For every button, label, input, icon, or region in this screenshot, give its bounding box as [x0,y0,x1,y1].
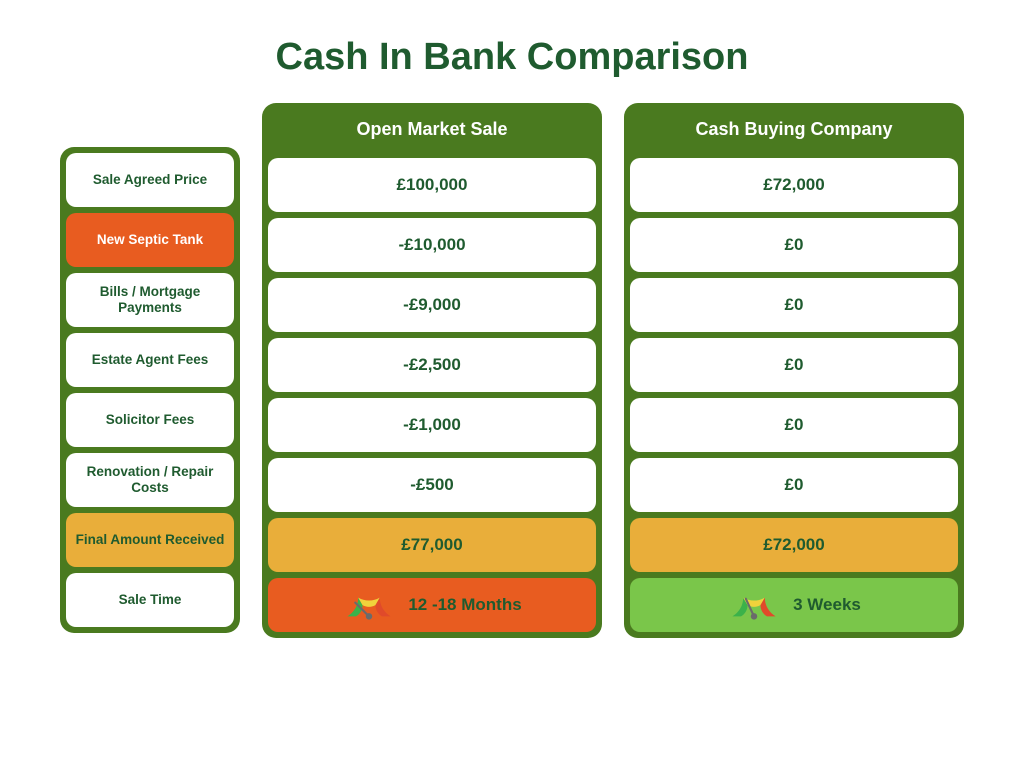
page-title: Cash In Bank Comparison [0,0,1024,103]
row-labels-panel: Sale Agreed Price New Septic Tank Bills / … [60,147,240,633]
row-label: Renovation / Repair Costs [66,453,234,507]
value-cell: -£10,000 [268,218,596,272]
gauge-icon [727,590,781,620]
row-label: New Septic Tank [66,213,234,267]
column-cash-company: Cash Buying Company £72,000 £0 £0 £0 £0 £0 £72… [624,103,964,638]
value-cell: -£1,000 [268,398,596,452]
sale-time-cell: 12 -18 Months [268,578,596,632]
comparison-grid: Sale Agreed Price New Septic Tank Bills / … [0,103,1024,638]
value-cell: -£2,500 [268,338,596,392]
value-cell: £72,000 [630,158,958,212]
value-cell: £0 [630,458,958,512]
row-label: Estate Agent Fees [66,333,234,387]
value-cell: £100,000 [268,158,596,212]
sale-time-text: 12 -18 Months [408,595,521,615]
value-cell: £0 [630,398,958,452]
row-label: Bills / Mortgage Payments [66,273,234,327]
value-cell: -£500 [268,458,596,512]
value-cell: £77,000 [268,518,596,572]
row-label: Sale Time [66,573,234,627]
sale-time-text: 3 Weeks [793,595,861,615]
value-cell: -£9,000 [268,278,596,332]
row-label: Final Amount Received [66,513,234,567]
value-cell: £0 [630,278,958,332]
sale-time-cell: 3 Weeks [630,578,958,632]
value-cell: £0 [630,338,958,392]
column-header: Cash Buying Company [630,109,958,152]
value-cell: £0 [630,218,958,272]
value-cell: £72,000 [630,518,958,572]
row-label: Solicitor Fees [66,393,234,447]
row-label: Sale Agreed Price [66,153,234,207]
column-header: Open Market Sale [268,109,596,152]
gauge-icon [342,590,396,620]
column-open-market: Open Market Sale £100,000 -£10,000 -£9,000… [262,103,602,638]
